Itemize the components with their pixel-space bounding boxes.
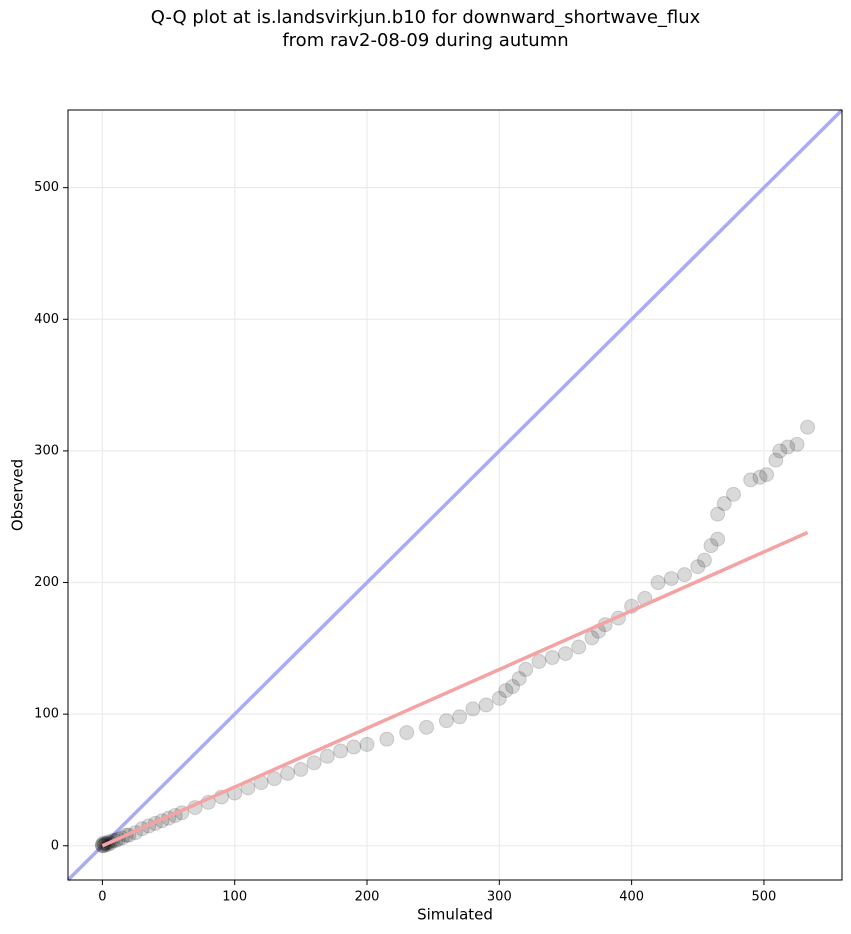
reference-line bbox=[66, 108, 844, 882]
point bbox=[710, 506, 726, 522]
y-tick-label: 500 bbox=[34, 180, 59, 195]
y-tick-label: 300 bbox=[34, 443, 59, 458]
point bbox=[505, 679, 521, 695]
point bbox=[478, 697, 494, 713]
y-axis-label: Observed bbox=[9, 459, 27, 531]
y-tick-label: 200 bbox=[34, 575, 59, 590]
point bbox=[789, 436, 805, 452]
point bbox=[333, 743, 349, 759]
point bbox=[584, 630, 600, 646]
point bbox=[438, 713, 454, 729]
y-tick-label: 100 bbox=[34, 707, 59, 722]
point bbox=[518, 661, 534, 677]
y-tick-label: 0 bbox=[51, 838, 59, 853]
point bbox=[511, 671, 527, 687]
x-tick-label: 0 bbox=[98, 890, 106, 905]
x-tick-label: 300 bbox=[487, 890, 512, 905]
chart-title: Q-Q plot at is.landsvirkjun.b10 for down… bbox=[150, 7, 701, 51]
point bbox=[280, 765, 296, 781]
point bbox=[293, 761, 309, 777]
plot-frame bbox=[67, 109, 843, 881]
x-tick-label: 100 bbox=[222, 890, 247, 905]
point bbox=[571, 639, 587, 655]
point bbox=[359, 736, 375, 752]
point bbox=[399, 725, 415, 741]
point bbox=[557, 646, 573, 662]
point bbox=[663, 571, 679, 587]
point bbox=[800, 419, 816, 435]
point bbox=[677, 567, 693, 583]
point bbox=[346, 739, 362, 755]
point bbox=[419, 719, 435, 735]
point bbox=[544, 650, 560, 666]
point bbox=[780, 439, 796, 455]
point bbox=[266, 771, 282, 787]
point bbox=[498, 682, 514, 698]
point bbox=[319, 748, 335, 764]
y-tick-label: 400 bbox=[34, 312, 59, 327]
point bbox=[491, 690, 507, 706]
point bbox=[726, 486, 742, 502]
point bbox=[752, 469, 768, 485]
point bbox=[772, 443, 788, 459]
fit-line bbox=[101, 530, 809, 848]
point bbox=[465, 701, 481, 717]
point bbox=[531, 654, 547, 670]
point bbox=[696, 552, 712, 568]
x-tick-label: 400 bbox=[619, 890, 644, 905]
x-tick-label: 500 bbox=[752, 890, 777, 905]
point bbox=[650, 575, 666, 591]
x-axis-label: Simulated bbox=[417, 906, 493, 924]
point bbox=[379, 731, 395, 747]
point bbox=[743, 472, 759, 488]
x-tick-label: 200 bbox=[355, 890, 380, 905]
point bbox=[716, 496, 732, 512]
point bbox=[759, 467, 775, 483]
point bbox=[703, 538, 719, 554]
point bbox=[452, 709, 468, 725]
point bbox=[306, 755, 322, 771]
point bbox=[690, 559, 706, 575]
point bbox=[710, 531, 726, 547]
point bbox=[768, 452, 784, 468]
